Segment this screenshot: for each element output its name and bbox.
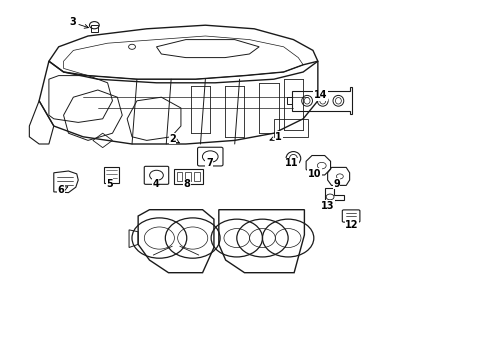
Text: 11: 11	[284, 158, 298, 168]
Bar	[103, 167, 119, 183]
Text: 12: 12	[345, 220, 358, 230]
Bar	[194, 172, 200, 181]
Bar	[173, 169, 203, 184]
Text: 4: 4	[152, 179, 159, 189]
Text: 8: 8	[183, 179, 190, 189]
Text: 5: 5	[106, 179, 113, 189]
Text: 6: 6	[58, 185, 68, 195]
Bar	[91, 25, 98, 32]
Text: 10: 10	[307, 169, 321, 179]
Bar	[286, 97, 291, 104]
Text: 9: 9	[332, 179, 339, 189]
Text: 2: 2	[169, 134, 179, 144]
Bar	[176, 172, 182, 181]
Text: 14: 14	[313, 90, 326, 100]
Text: 7: 7	[205, 158, 212, 168]
Text: 13: 13	[320, 201, 334, 211]
Bar	[185, 172, 191, 181]
Text: 1: 1	[269, 132, 282, 142]
Text: 3: 3	[69, 17, 88, 28]
